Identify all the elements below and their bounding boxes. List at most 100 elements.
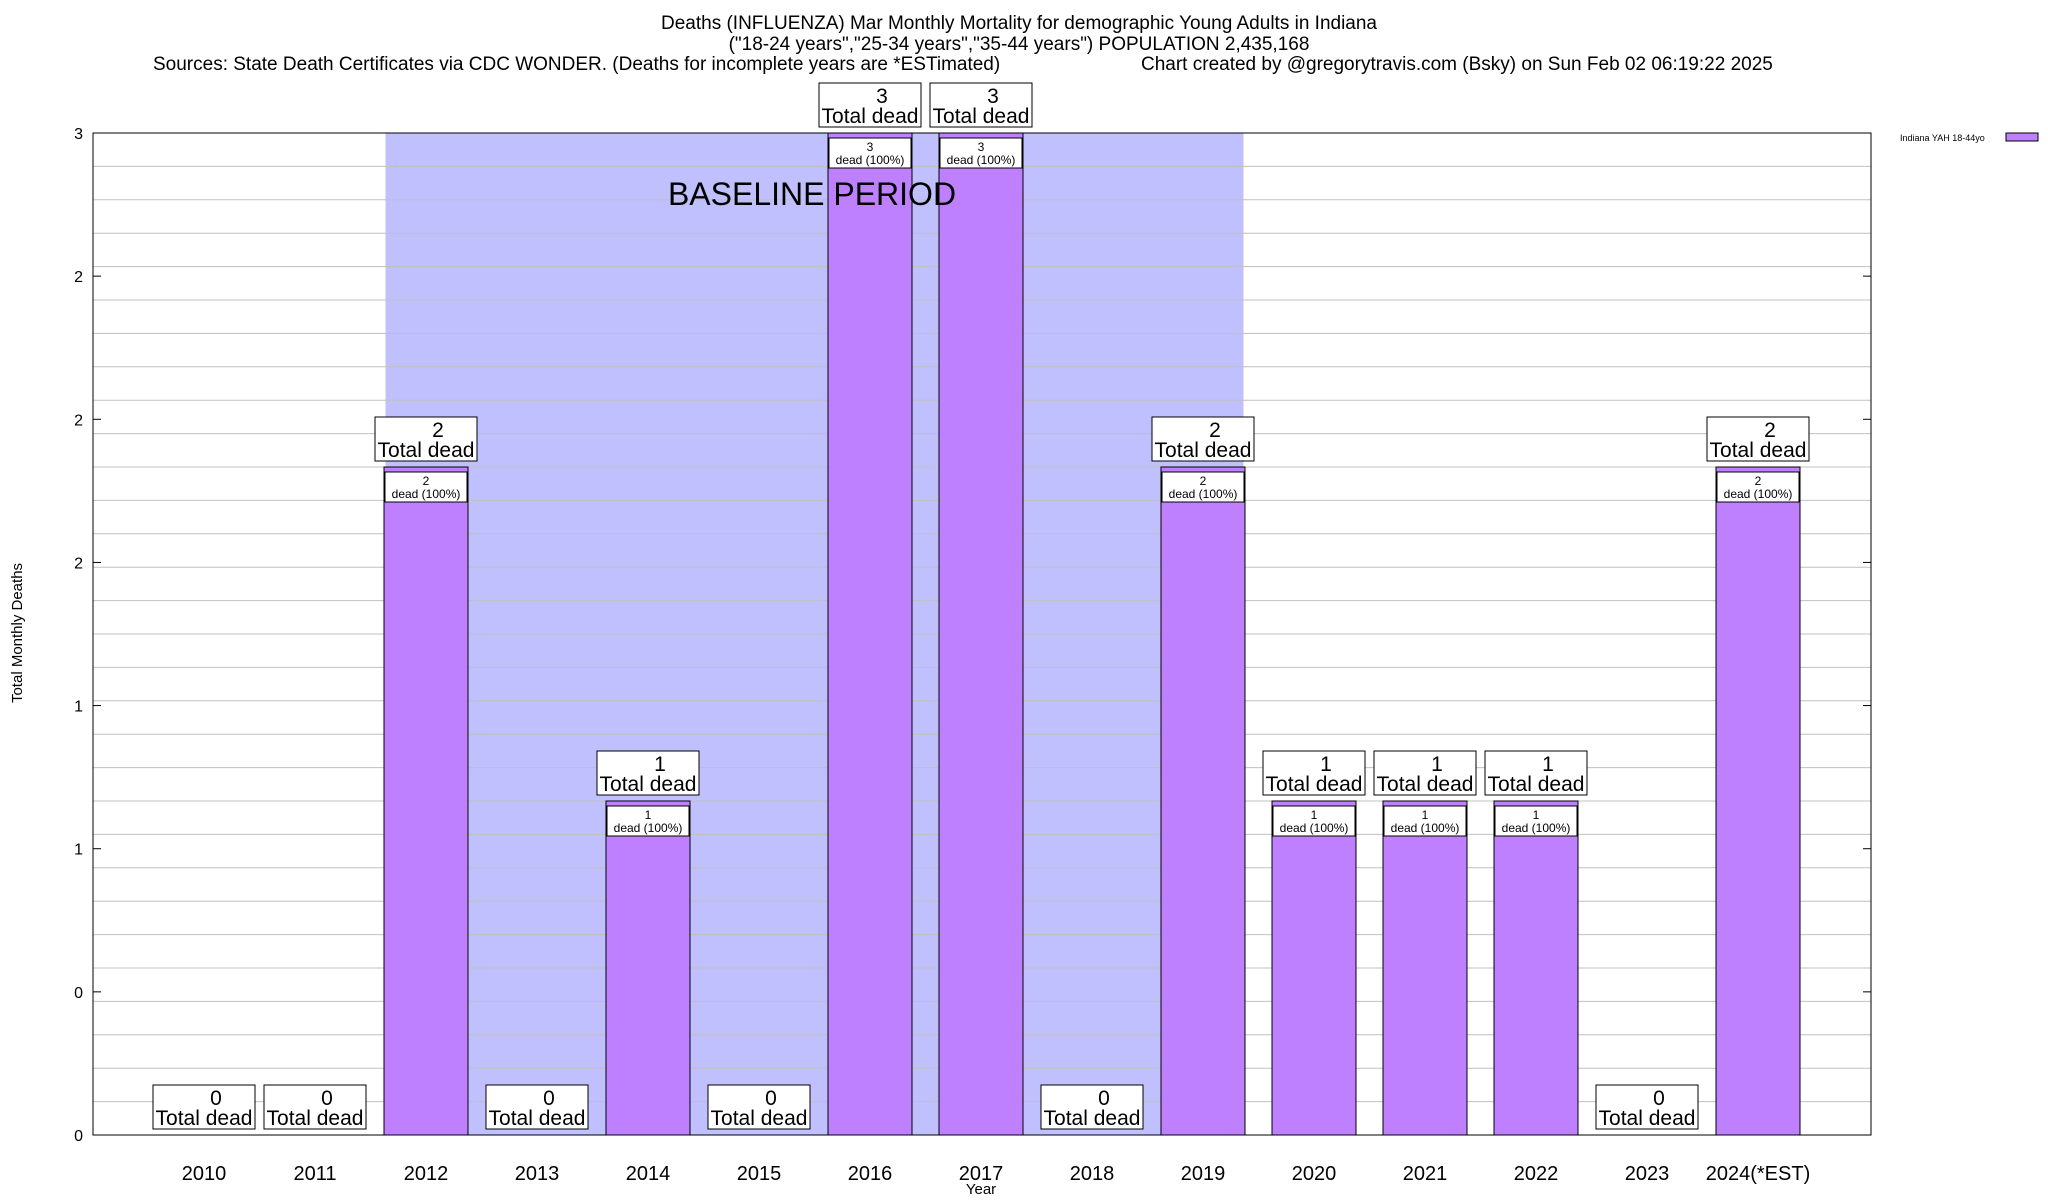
- chart-sources: Sources: State Death Certificates via CD…: [153, 54, 1001, 75]
- legend-swatch: [2005, 132, 2039, 142]
- total-label: Total dead: [822, 105, 919, 128]
- bar: [1382, 800, 1468, 1136]
- total-count: 1: [1542, 753, 1554, 776]
- total-count: 2: [432, 419, 444, 442]
- x-tick-label: 2013: [515, 1163, 560, 1185]
- total-label: Total dead: [489, 1107, 586, 1130]
- total-count: 0: [765, 1087, 777, 1110]
- x-tick-label: 2018: [1070, 1163, 1115, 1185]
- total-label: Total dead: [1377, 773, 1474, 796]
- total-count: 2: [1764, 419, 1776, 442]
- bar: [1715, 466, 1801, 1136]
- bar-inner-label-box: [1383, 805, 1467, 837]
- bar-inner-label-box: [1716, 471, 1800, 503]
- bar-inner-label-box: [1161, 471, 1245, 503]
- total-label-box: [596, 750, 700, 796]
- baseline-period-label: BASELINE PERIOD: [668, 176, 956, 212]
- bar: [938, 132, 1024, 1136]
- total-count: 3: [987, 85, 999, 108]
- x-tick-label: 2021: [1403, 1163, 1448, 1185]
- x-tick-label: 2023: [1625, 1163, 1670, 1185]
- total-label-box: [707, 1084, 811, 1130]
- chart-title: Deaths (INFLUENZA) Mar Monthly Mortality…: [661, 13, 1377, 34]
- total-label: Total dead: [711, 1107, 808, 1130]
- y-tick-label: 2: [74, 412, 83, 429]
- y-tick-label: 2: [74, 269, 83, 286]
- x-tick-label: 2019: [1181, 1163, 1226, 1185]
- total-label: Total dead: [156, 1107, 253, 1130]
- chart-subtitle: ("18-24 years","25-34 years","35-44 year…: [728, 34, 1310, 55]
- y-tick-label: 1: [74, 842, 83, 859]
- bar-inner-label: dead (100%): [836, 153, 905, 167]
- bar-inner-label: dead (100%): [1502, 821, 1571, 835]
- bar-inner-label: dead (100%): [1169, 487, 1238, 501]
- total-label: Total dead: [1155, 439, 1252, 462]
- total-label-box: [1373, 750, 1477, 796]
- total-count: 1: [1320, 753, 1332, 776]
- total-label: Total dead: [1488, 773, 1585, 796]
- total-label-box: [485, 1084, 589, 1130]
- total-label-box: [374, 416, 478, 462]
- bar: [1493, 800, 1579, 1136]
- legend-label: Indiana YAH 18-44yo: [1900, 133, 1985, 143]
- total-label: Total dead: [1710, 439, 1807, 462]
- x-tick-label: 2020: [1292, 1163, 1337, 1185]
- legend: Indiana YAH 18-44yo: [1900, 132, 2039, 143]
- total-label-box: [1151, 416, 1255, 462]
- bar-inner-count: 1: [1422, 808, 1429, 822]
- total-label: Total dead: [1266, 773, 1363, 796]
- bar-inner-label: dead (100%): [947, 153, 1016, 167]
- bar-inner-label-box: [1494, 805, 1578, 837]
- total-label-box: [1595, 1084, 1699, 1130]
- bar-inner-label: dead (100%): [1280, 821, 1349, 835]
- bar-inner-label-box: [606, 805, 690, 837]
- plot-border: [92, 132, 1872, 1136]
- y-tick-label: 0: [74, 985, 83, 1002]
- total-count: 0: [321, 1087, 333, 1110]
- bar-inner-label-box: [384, 471, 468, 503]
- total-label-box: [1040, 1084, 1144, 1130]
- total-label: Total dead: [1044, 1107, 1141, 1130]
- x-axis-label: Year: [966, 1181, 996, 1198]
- bar-inner-label: dead (100%): [392, 487, 461, 501]
- bar-inner-label-box: [1272, 805, 1356, 837]
- total-count: 1: [654, 753, 666, 776]
- bar-inner-count: 3: [978, 140, 985, 154]
- x-tick-label: 2012: [404, 1163, 449, 1185]
- total-label-box: [1262, 750, 1366, 796]
- x-tick-label: 2017: [959, 1163, 1004, 1185]
- bar-inner-count: 1: [645, 808, 652, 822]
- total-count: 0: [210, 1087, 222, 1110]
- bar-inner-label: dead (100%): [614, 821, 683, 835]
- bar: [383, 466, 469, 1136]
- total-count: 0: [1653, 1087, 1665, 1110]
- total-label-box: [818, 82, 922, 128]
- x-tick-label: 2015: [737, 1163, 782, 1185]
- y-tick-label: 0: [74, 1128, 83, 1145]
- total-count: 0: [543, 1087, 555, 1110]
- total-label: Total dead: [1599, 1107, 1696, 1130]
- chart-credit: Chart created by @gregorytravis.com (Bsk…: [1141, 54, 1773, 75]
- bar-inner-count: 1: [1311, 808, 1318, 822]
- bar-inner-count: 2: [1200, 474, 1207, 488]
- bar-inner-count: 3: [867, 140, 874, 154]
- y-axis-label: Total Monthly Deaths: [9, 563, 26, 703]
- bar-inner-count: 1: [1533, 808, 1540, 822]
- y-tick-label: 2: [74, 555, 83, 572]
- bar-inner-label: dead (100%): [1724, 487, 1793, 501]
- x-tick-label: 2024(*EST): [1706, 1163, 1811, 1185]
- bar-inner-label-box: [828, 137, 912, 169]
- x-tick-label: 2016: [848, 1163, 893, 1185]
- bar: [1271, 800, 1357, 1136]
- bar: [827, 132, 913, 1136]
- y-tick-label: 3: [74, 126, 83, 143]
- x-tick-label: 2011: [293, 1163, 336, 1185]
- y-tick-label: 1: [74, 699, 83, 716]
- total-label: Total dead: [378, 439, 475, 462]
- total-label-box: [1484, 750, 1588, 796]
- total-count: 0: [1098, 1087, 1110, 1110]
- bar: [605, 800, 691, 1136]
- x-tick-label: 2022: [1514, 1163, 1559, 1185]
- bar-inner-label: dead (100%): [1391, 821, 1460, 835]
